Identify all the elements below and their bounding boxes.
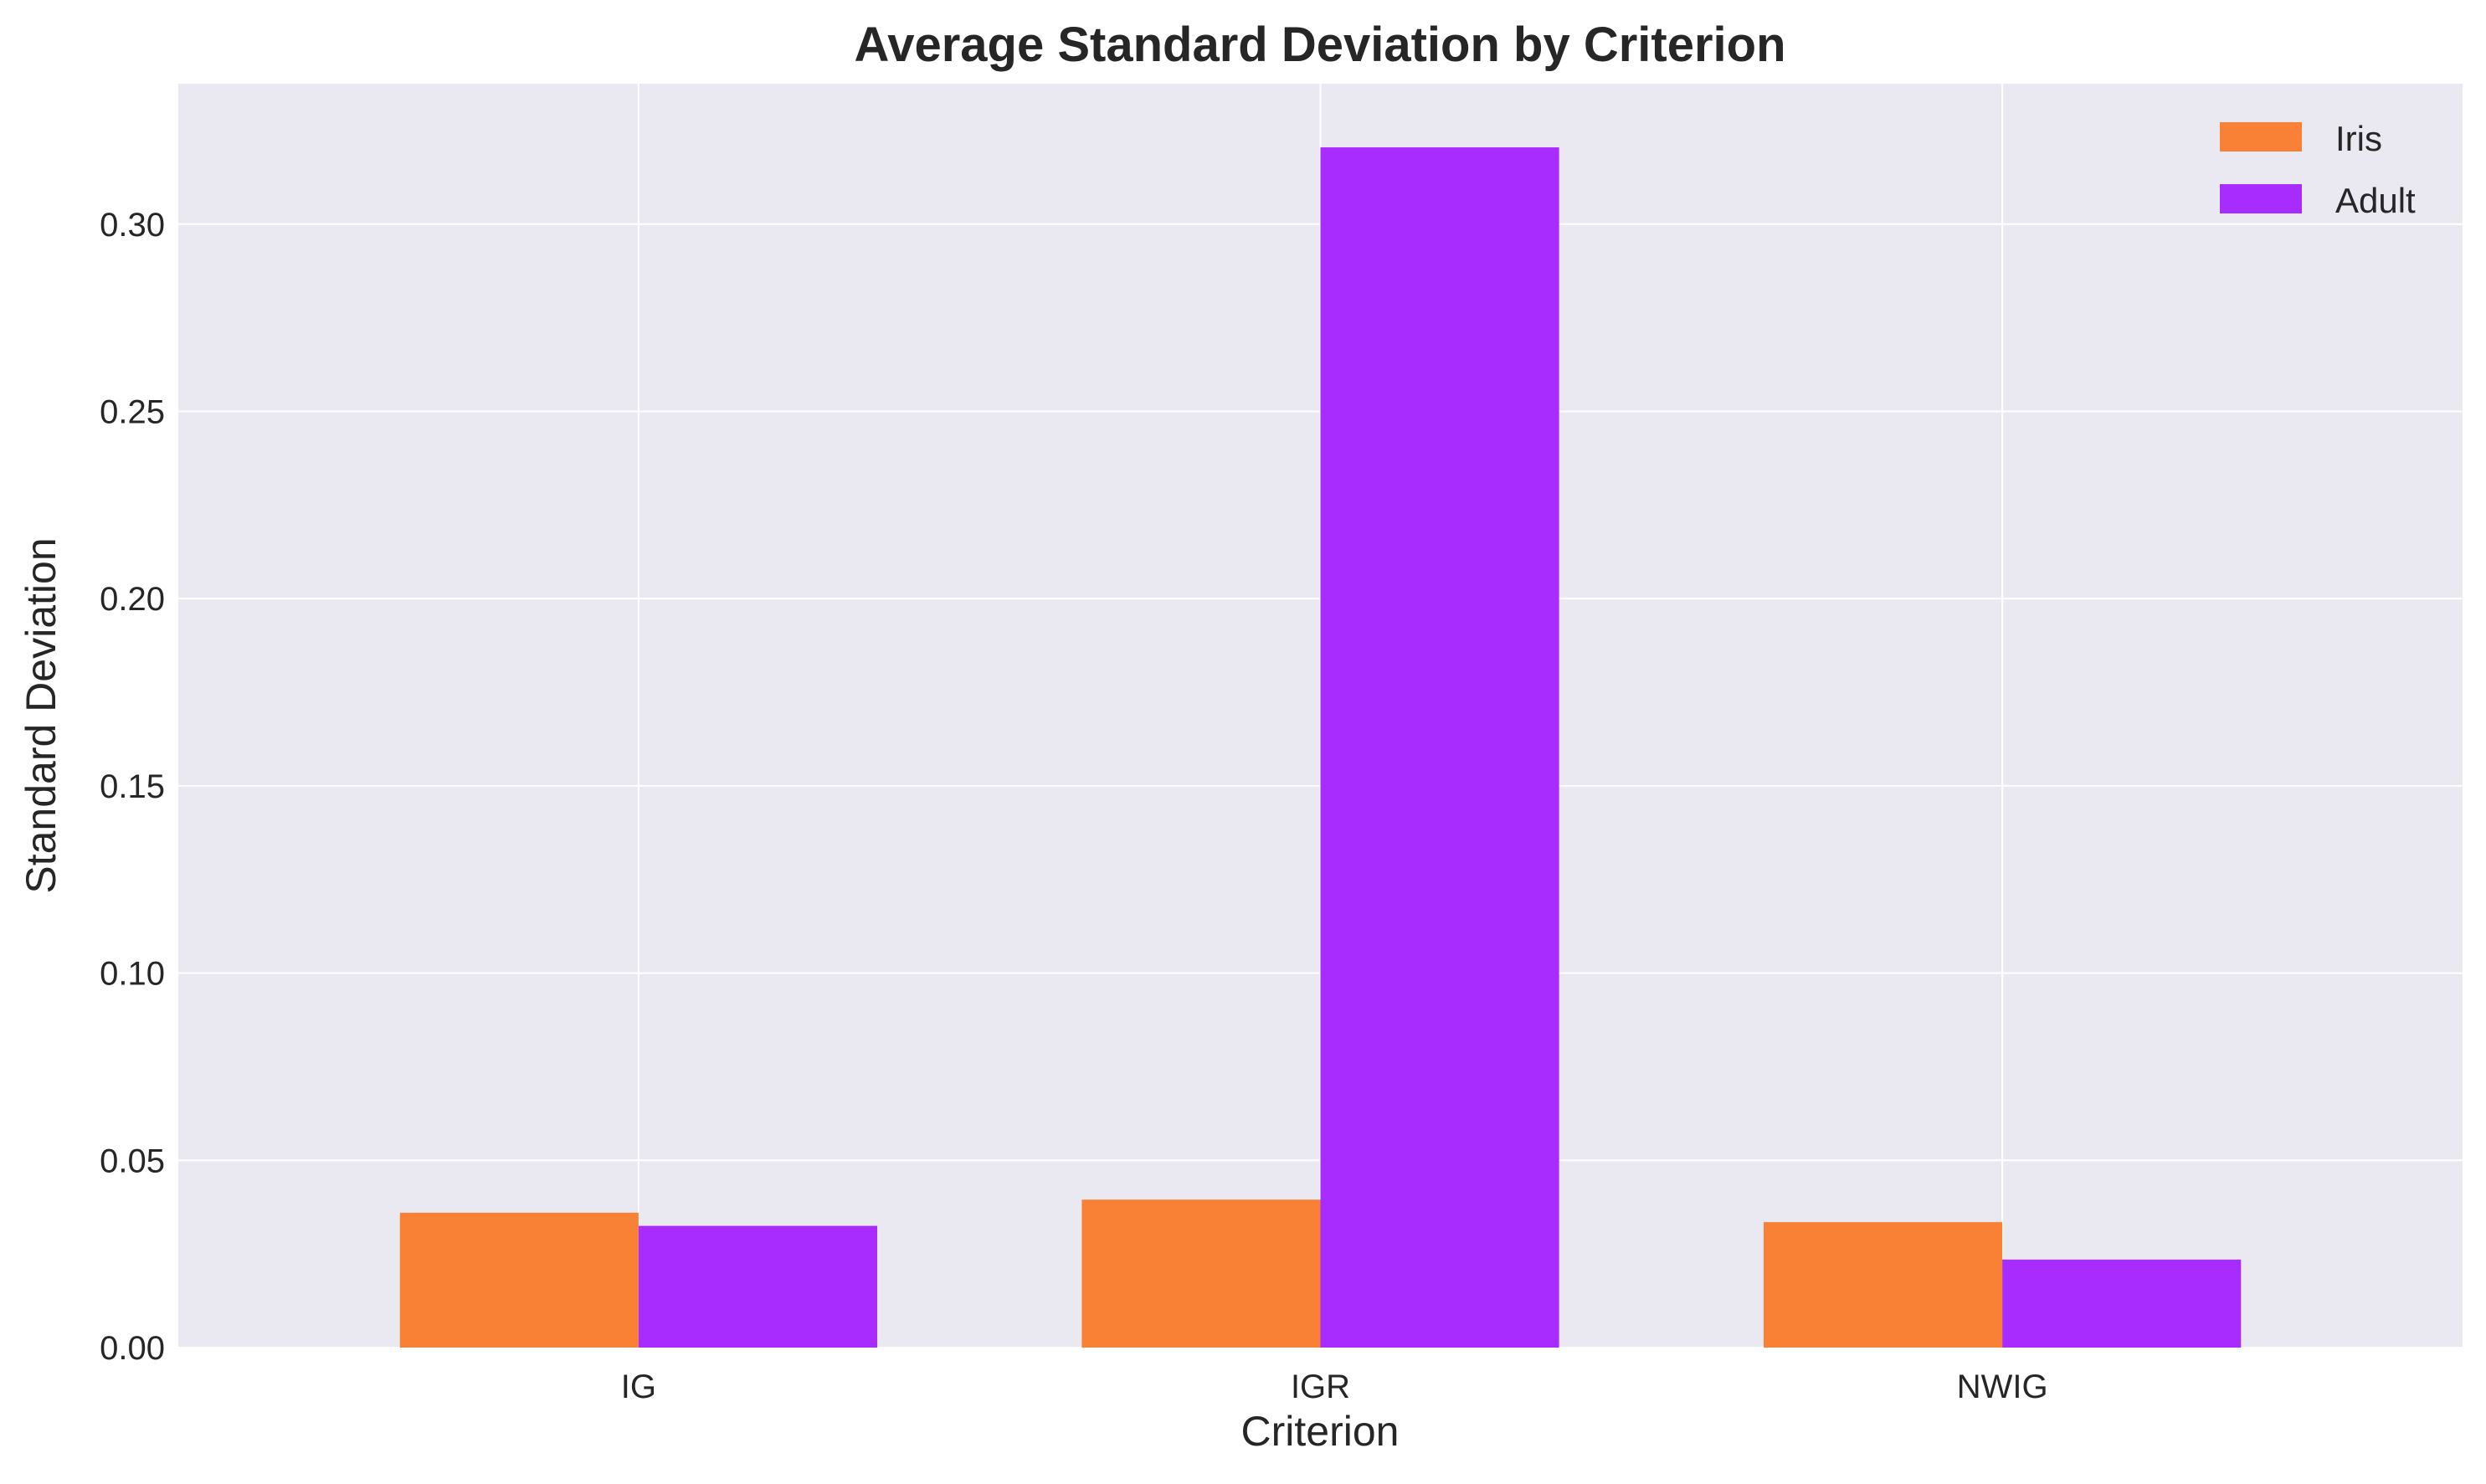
legend-swatch-adult: [2220, 184, 2302, 213]
x-tick-label: NWIG: [1957, 1368, 2048, 1405]
bar-iris-ig: [399, 1212, 639, 1348]
x-axis-label: Criterion: [1241, 1408, 1400, 1455]
bar-adult-igr: [1320, 147, 1559, 1348]
bar-adult-ig: [638, 1225, 877, 1348]
y-tick-label: 0.15: [100, 768, 165, 805]
y-tick-label: 0.10: [100, 956, 165, 993]
legend-label-iris: Iris: [2335, 119, 2382, 158]
y-tick-label: 0.05: [100, 1143, 165, 1179]
bars: [399, 147, 2242, 1348]
legend-swatch-iris: [2220, 122, 2302, 151]
y-tick-label: 0.30: [100, 207, 165, 244]
bar-iris-igr: [1081, 1199, 1321, 1348]
bar-adult-nwig: [2002, 1259, 2242, 1348]
y-tick-label: 0.20: [100, 581, 165, 618]
y-tick-label: 0.25: [100, 393, 165, 430]
chart-title: Average Standard Deviation by Criterion: [854, 18, 1785, 72]
legend: Iris Adult: [2220, 119, 2416, 220]
y-axis-ticks: 0.00 0.05 0.10 0.15 0.20 0.25 0.30: [100, 207, 165, 1367]
legend-label-adult: Adult: [2335, 181, 2416, 220]
bar-iris-nwig: [1764, 1222, 2003, 1348]
y-axis-label: Standard Deviation: [18, 537, 64, 893]
x-tick-label: IG: [621, 1368, 656, 1405]
y-tick-label: 0.00: [100, 1330, 165, 1367]
x-tick-label: IGR: [1291, 1368, 1350, 1405]
x-axis-ticks: IG IGR NWIG: [621, 1368, 2048, 1405]
